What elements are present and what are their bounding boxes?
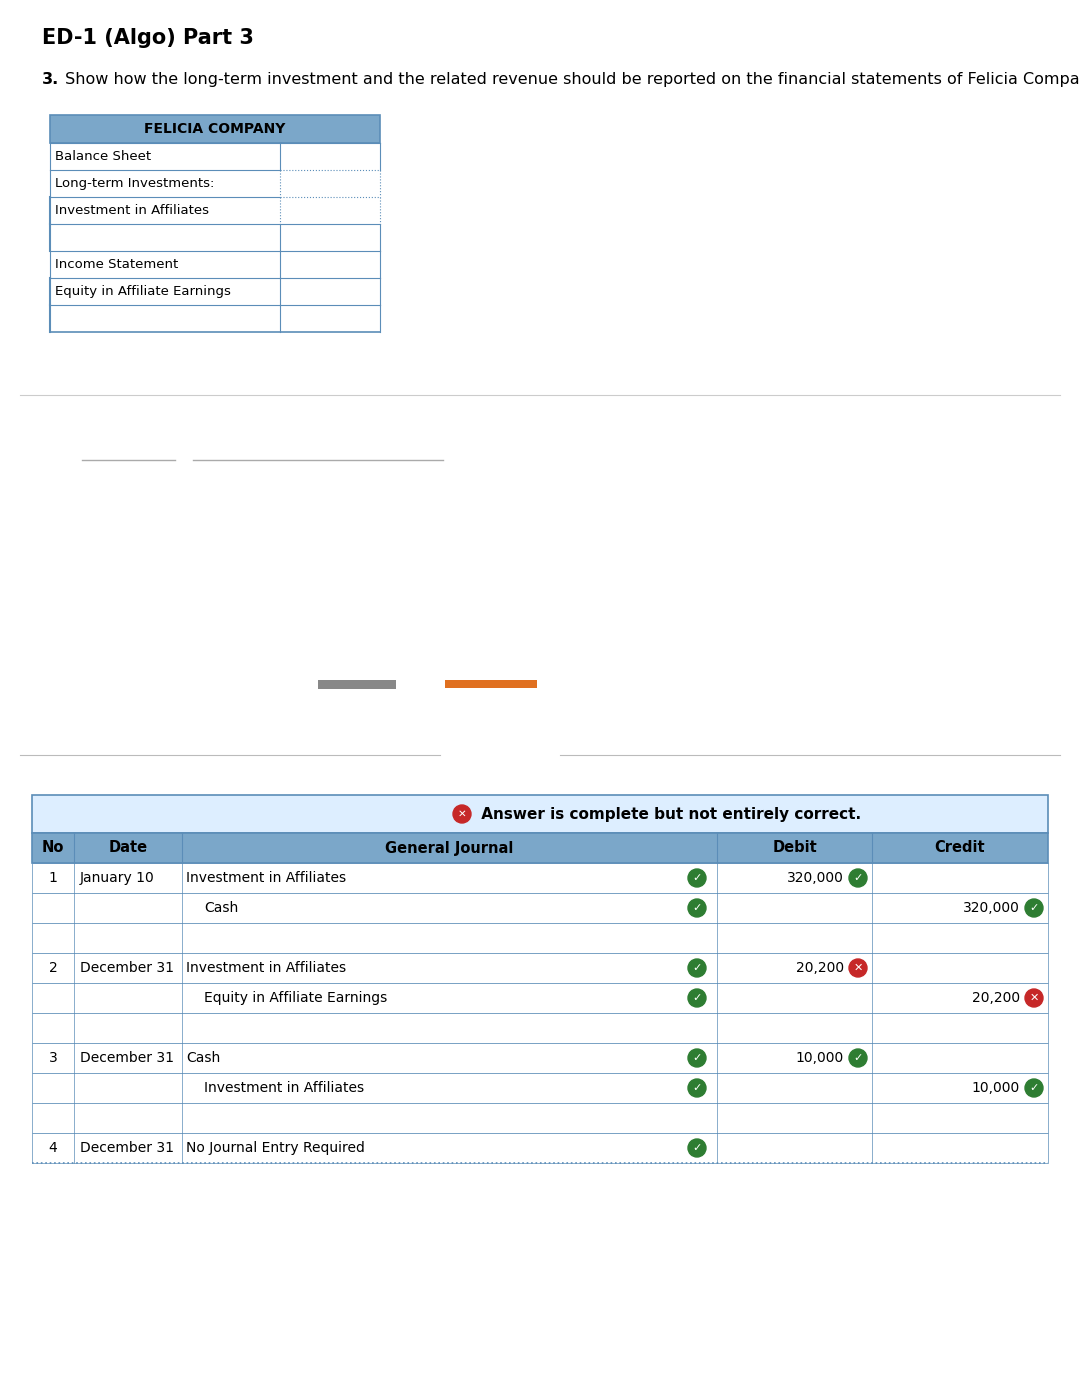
Text: Cash: Cash — [204, 901, 239, 915]
Text: Long-term Investments:: Long-term Investments: — [55, 177, 214, 190]
Bar — [32, 1104, 1048, 1133]
Circle shape — [688, 869, 706, 887]
Bar — [32, 983, 1048, 1013]
Text: ✓: ✓ — [692, 993, 702, 1003]
Text: December 31: December 31 — [80, 1051, 174, 1065]
Text: ✓: ✓ — [692, 902, 702, 914]
Text: Date: Date — [108, 841, 148, 855]
Text: Investment in Affiliates: Investment in Affiliates — [186, 961, 346, 975]
Text: ED-1 (Algo) Part 3: ED-1 (Algo) Part 3 — [42, 28, 254, 47]
Bar — [50, 115, 380, 142]
Text: No Journal Entry Required: No Journal Entry Required — [186, 1141, 365, 1155]
Circle shape — [688, 989, 706, 1007]
Bar — [32, 863, 1048, 893]
Text: 3.: 3. — [42, 73, 59, 87]
Text: ✓: ✓ — [692, 1083, 702, 1092]
Text: January 10: January 10 — [80, 870, 154, 886]
Text: Show how the long-term investment and the related revenue should be reported on : Show how the long-term investment and th… — [60, 73, 1080, 87]
Text: 10,000: 10,000 — [796, 1051, 843, 1065]
Bar — [32, 795, 1048, 833]
Bar — [32, 923, 1048, 953]
Bar — [32, 1044, 1048, 1073]
Text: Equity in Affiliate Earnings: Equity in Affiliate Earnings — [55, 285, 231, 298]
Bar — [32, 1133, 1048, 1162]
Text: General Journal: General Journal — [386, 841, 514, 855]
Bar — [50, 197, 380, 224]
Text: ✓: ✓ — [692, 873, 702, 883]
Text: No: No — [42, 841, 64, 855]
Text: ✓: ✓ — [1029, 1083, 1039, 1092]
Circle shape — [849, 1049, 867, 1067]
Text: 320,000: 320,000 — [787, 870, 843, 886]
Text: ✕: ✕ — [1029, 993, 1039, 1003]
Text: ✓: ✓ — [853, 1053, 863, 1063]
Bar — [32, 893, 1048, 923]
Text: 10,000: 10,000 — [972, 1081, 1020, 1095]
Text: Equity in Affiliate Earnings: Equity in Affiliate Earnings — [204, 990, 388, 1004]
Text: FELICIA COMPANY: FELICIA COMPANY — [145, 122, 286, 136]
Circle shape — [688, 1049, 706, 1067]
Text: Cash: Cash — [186, 1051, 220, 1065]
Text: Investment in Affiliates: Investment in Affiliates — [186, 870, 346, 886]
Text: 1: 1 — [49, 870, 57, 886]
Circle shape — [453, 805, 471, 823]
Bar — [32, 953, 1048, 983]
Text: ✓: ✓ — [692, 1053, 702, 1063]
Circle shape — [688, 1139, 706, 1157]
Text: Balance Sheet: Balance Sheet — [55, 149, 151, 163]
Text: ✕: ✕ — [853, 963, 863, 972]
Bar — [318, 680, 396, 689]
Bar — [32, 1013, 1048, 1044]
Text: Investment in Affiliates: Investment in Affiliates — [204, 1081, 364, 1095]
Text: ✓: ✓ — [692, 1143, 702, 1153]
Bar — [50, 224, 380, 251]
Text: Investment in Affiliates: Investment in Affiliates — [55, 204, 210, 217]
Text: December 31: December 31 — [80, 961, 174, 975]
Circle shape — [849, 958, 867, 977]
Circle shape — [688, 958, 706, 977]
Text: ✓: ✓ — [692, 963, 702, 972]
Text: 20,200: 20,200 — [972, 990, 1020, 1004]
Circle shape — [849, 869, 867, 887]
Text: 3: 3 — [49, 1051, 57, 1065]
Circle shape — [688, 1078, 706, 1097]
Circle shape — [1025, 989, 1043, 1007]
Bar — [445, 680, 537, 687]
Text: Debit: Debit — [772, 841, 816, 855]
Text: December 31: December 31 — [80, 1141, 174, 1155]
Bar — [32, 1073, 1048, 1104]
Circle shape — [1025, 1078, 1043, 1097]
Circle shape — [688, 900, 706, 916]
Bar — [50, 142, 380, 170]
Text: 320,000: 320,000 — [963, 901, 1020, 915]
Text: 4: 4 — [49, 1141, 57, 1155]
Bar — [50, 278, 380, 305]
Bar — [50, 251, 380, 278]
Text: Credit: Credit — [934, 841, 985, 855]
Text: Answer is complete but not entirely correct.: Answer is complete but not entirely corr… — [476, 806, 861, 821]
Circle shape — [1025, 900, 1043, 916]
Bar — [50, 170, 380, 197]
Text: 2: 2 — [49, 961, 57, 975]
Bar — [50, 305, 380, 332]
Bar — [32, 833, 1048, 863]
Text: ✓: ✓ — [853, 873, 863, 883]
Text: ✕: ✕ — [458, 809, 467, 819]
Text: Income Statement: Income Statement — [55, 258, 178, 271]
Text: 20,200: 20,200 — [796, 961, 843, 975]
Text: ✓: ✓ — [1029, 902, 1039, 914]
